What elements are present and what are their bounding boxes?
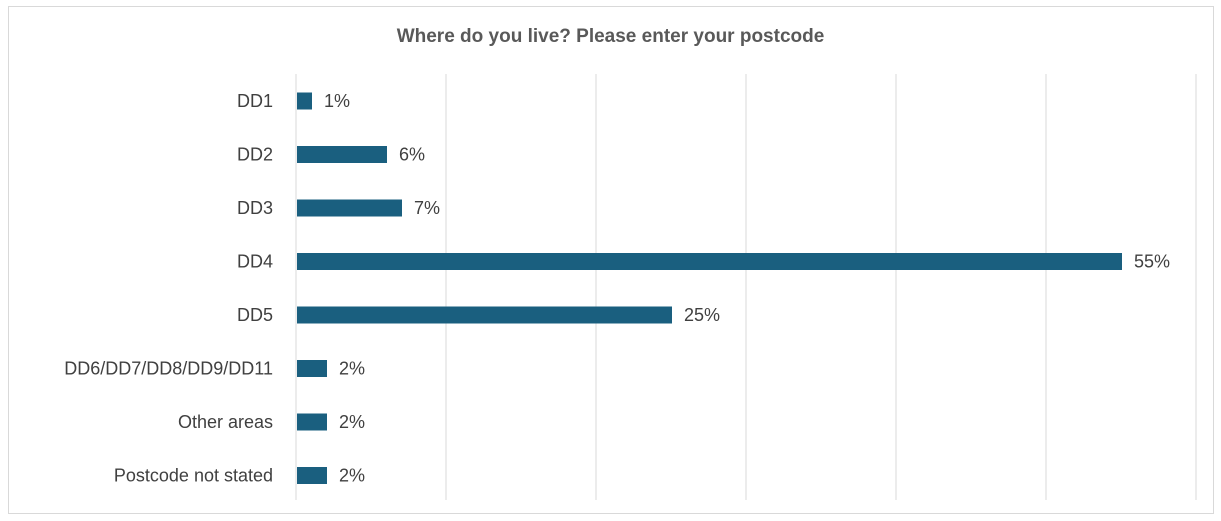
bar	[297, 467, 327, 484]
bar	[297, 92, 312, 110]
data-label: 2%	[339, 359, 365, 379]
category-label: DD6/DD7/DD8/DD9/DD11	[64, 359, 273, 379]
data-label: 55%	[1134, 252, 1170, 272]
bar	[297, 413, 327, 431]
category-label: DD4	[237, 252, 273, 272]
data-label: 7%	[414, 198, 440, 218]
category-label: DD1	[237, 91, 273, 111]
category-label: Postcode not stated	[114, 466, 273, 486]
data-label: 2%	[339, 412, 365, 432]
data-label: 2%	[339, 466, 365, 486]
data-label: 1%	[324, 91, 350, 111]
data-label: 6%	[399, 145, 425, 165]
category-label: Other areas	[178, 412, 273, 432]
bar	[297, 146, 387, 163]
category-label: DD2	[237, 145, 273, 165]
bar	[297, 306, 672, 324]
category-label: DD3	[237, 198, 273, 218]
chart-title: Where do you live? Please enter your pos…	[396, 26, 825, 47]
data-label: 25%	[684, 305, 720, 325]
category-label: DD5	[237, 305, 273, 325]
bar	[297, 199, 402, 217]
bar	[297, 360, 327, 377]
bar	[297, 253, 1122, 270]
